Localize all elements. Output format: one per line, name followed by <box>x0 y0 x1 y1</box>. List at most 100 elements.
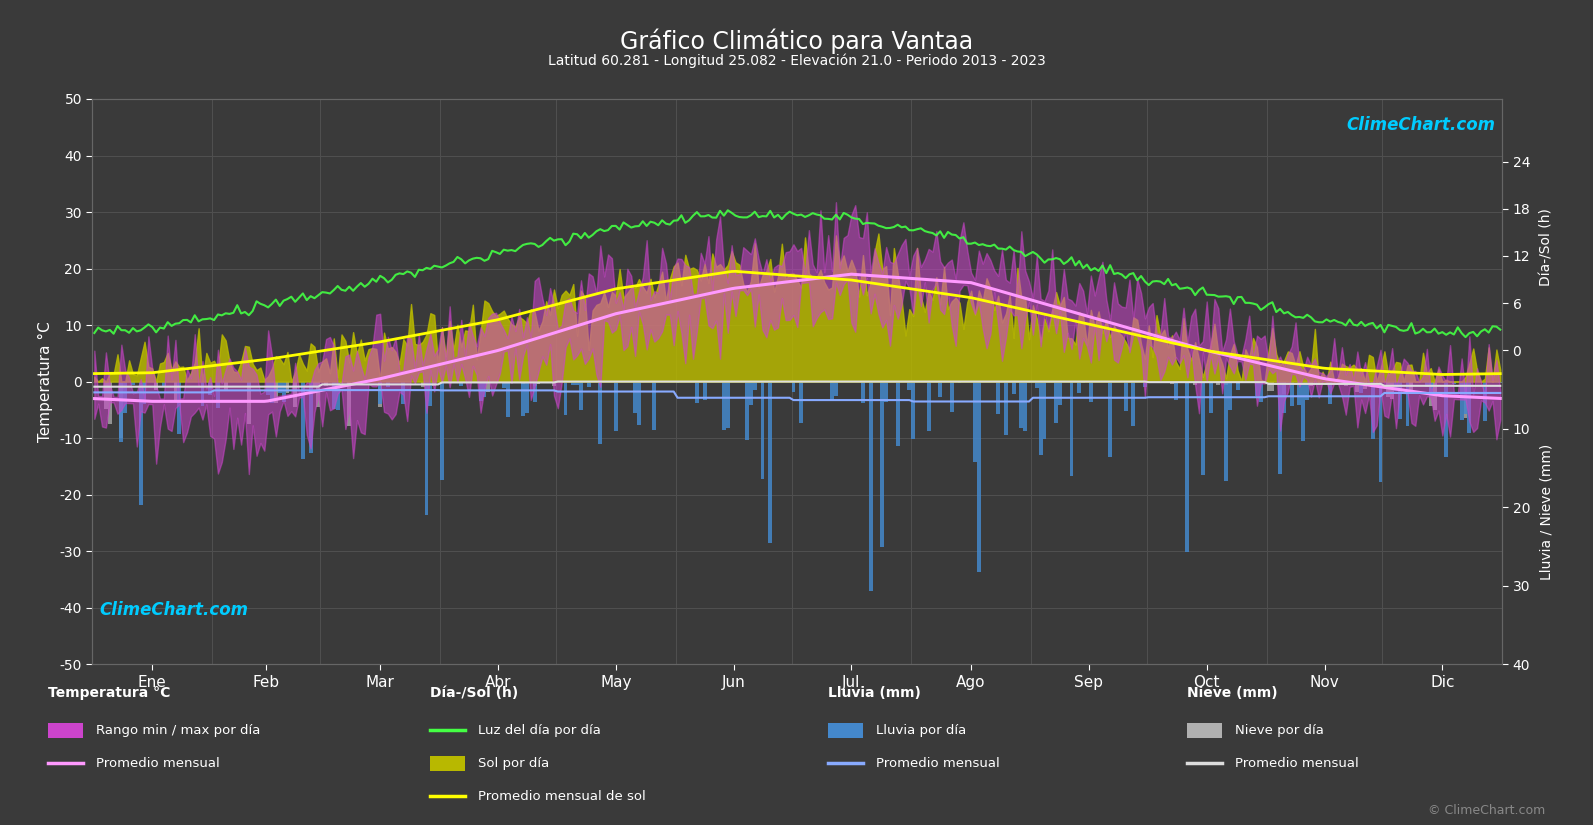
Bar <box>1499 381 1502 383</box>
Bar <box>293 381 298 408</box>
Bar <box>143 381 147 386</box>
Bar <box>1429 381 1432 407</box>
Bar <box>1282 381 1286 394</box>
Bar <box>1185 381 1190 552</box>
Bar <box>155 381 158 389</box>
Bar <box>247 381 250 424</box>
Bar <box>1012 381 1015 394</box>
Bar <box>1077 381 1082 394</box>
Bar <box>949 381 954 412</box>
Bar <box>1290 381 1294 406</box>
Text: Lluvia por día: Lluvia por día <box>876 724 967 737</box>
Bar <box>1359 381 1364 394</box>
Bar <box>358 381 363 384</box>
Bar <box>1426 381 1429 387</box>
Bar <box>1228 381 1231 410</box>
Bar <box>553 381 556 386</box>
Bar <box>1223 381 1228 384</box>
Bar <box>938 381 941 397</box>
Bar <box>432 381 436 385</box>
Bar <box>572 381 575 385</box>
Bar <box>1255 381 1258 396</box>
Text: Rango min / max por día: Rango min / max por día <box>96 724 260 737</box>
Text: Día-/Sol (h): Día-/Sol (h) <box>1540 209 1553 286</box>
Bar <box>217 381 220 408</box>
Bar <box>1069 381 1074 476</box>
Bar <box>123 381 127 412</box>
Bar <box>703 381 707 400</box>
Bar <box>564 381 567 415</box>
Bar <box>973 381 977 462</box>
Bar <box>1356 381 1359 392</box>
Bar <box>1271 381 1274 391</box>
Bar <box>1082 381 1085 383</box>
Text: Promedio mensual: Promedio mensual <box>96 757 220 770</box>
Bar <box>119 381 123 437</box>
Bar <box>1090 381 1093 402</box>
Bar <box>429 381 432 407</box>
Bar <box>1042 381 1047 439</box>
Bar <box>749 381 753 404</box>
Bar <box>1004 381 1008 435</box>
Bar <box>139 381 143 505</box>
Bar <box>575 381 580 385</box>
Bar <box>1372 381 1375 439</box>
Bar <box>613 381 618 431</box>
Bar <box>386 381 390 387</box>
Bar <box>323 381 328 386</box>
Bar <box>1236 381 1239 384</box>
Bar <box>753 381 757 390</box>
Text: Gráfico Climático para Vantaa: Gráfico Climático para Vantaa <box>620 29 973 54</box>
Bar <box>768 381 773 543</box>
Bar <box>695 381 699 403</box>
Bar <box>1209 381 1212 413</box>
Bar <box>401 381 405 403</box>
Text: ClimeChart.com: ClimeChart.com <box>99 601 249 619</box>
Text: Día-/Sol (h): Día-/Sol (h) <box>430 686 518 700</box>
Y-axis label: Temperatura °C: Temperatura °C <box>38 321 53 442</box>
Bar <box>760 381 765 479</box>
Bar <box>494 381 499 384</box>
Bar <box>1305 381 1309 400</box>
Bar <box>309 381 312 453</box>
Bar <box>835 381 838 396</box>
Bar <box>378 381 382 407</box>
Bar <box>1445 381 1448 457</box>
Bar <box>1144 381 1147 387</box>
Bar <box>1459 381 1464 420</box>
Bar <box>1301 381 1305 441</box>
Text: ClimeChart.com: ClimeChart.com <box>1346 116 1496 134</box>
Text: Latitud 60.281 - Longitud 25.082 - Elevación 21.0 - Periodo 2013 - 2023: Latitud 60.281 - Longitud 25.082 - Eleva… <box>548 54 1045 68</box>
Bar <box>1169 381 1174 384</box>
Bar <box>792 381 795 392</box>
Bar <box>502 381 505 388</box>
Bar <box>312 381 317 387</box>
Bar <box>174 381 177 402</box>
Bar <box>119 381 123 441</box>
Bar <box>599 381 602 444</box>
Bar <box>177 381 182 434</box>
Bar <box>1236 381 1239 390</box>
Bar <box>1131 381 1136 426</box>
Bar <box>586 381 591 387</box>
Bar <box>1247 381 1251 383</box>
Bar <box>580 381 583 410</box>
Bar <box>1405 381 1410 426</box>
Bar <box>881 381 884 548</box>
Bar <box>1429 381 1432 395</box>
Bar <box>927 381 930 431</box>
Bar <box>317 381 320 407</box>
Bar <box>862 381 865 403</box>
Text: Promedio mensual: Promedio mensual <box>876 757 1000 770</box>
Bar <box>830 381 835 400</box>
Bar <box>274 381 277 403</box>
Bar <box>1344 381 1348 386</box>
Bar <box>1386 381 1391 397</box>
Bar <box>1058 381 1063 405</box>
Bar <box>201 381 204 407</box>
Bar <box>726 381 730 428</box>
Bar <box>505 381 510 417</box>
Bar <box>478 381 483 401</box>
Bar <box>1278 381 1282 474</box>
Bar <box>1109 381 1112 457</box>
